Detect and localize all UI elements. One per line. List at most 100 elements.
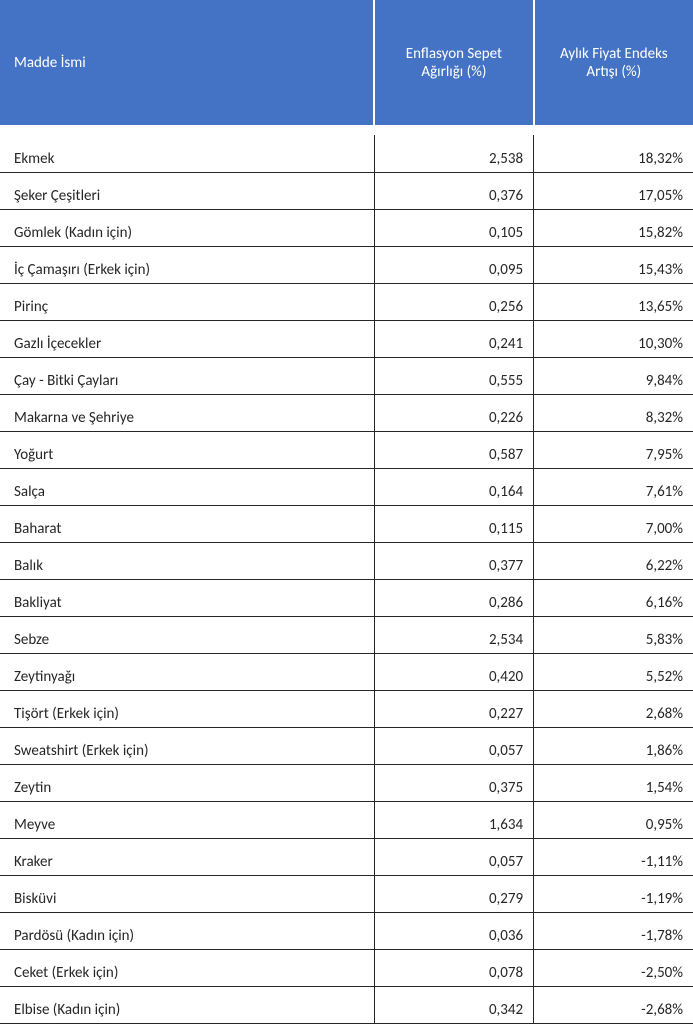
table-row: Kraker0,057-1,11% [0, 838, 693, 875]
cell-name: Pirinç [0, 283, 374, 320]
cell-weight: 0,227 [374, 690, 533, 727]
cell-change: 7,00% [534, 505, 693, 542]
cell-weight: 0,555 [374, 357, 533, 394]
cell-name: Zeytinyağı [0, 653, 374, 690]
cell-change: -1,19% [534, 875, 693, 912]
table-row: Pirinç0,25613,65% [0, 283, 693, 320]
table-row: Baharat0,1157,00% [0, 505, 693, 542]
cell-change: 6,16% [534, 579, 693, 616]
cell-name: Ceket (Erkek için) [0, 949, 374, 986]
cell-name: Tişört (Erkek için) [0, 690, 374, 727]
cell-name: Salça [0, 468, 374, 505]
col-header-name: Madde İsmi [0, 0, 374, 125]
cell-name: Çay - Bitki Çayları [0, 357, 374, 394]
table-row: Salça0,1647,61% [0, 468, 693, 505]
cell-weight: 0,279 [374, 875, 533, 912]
cell-weight: 0,164 [374, 468, 533, 505]
table-row: Sweatshirt (Erkek için)0,0571,86% [0, 727, 693, 764]
cell-weight: 0,057 [374, 838, 533, 875]
col-header-weight: Enflasyon Sepet Ağırlığı (%) [374, 0, 533, 125]
table-row: Zeytin0,3751,54% [0, 764, 693, 801]
cell-name: Gazlı İçecekler [0, 320, 374, 357]
table-body: Ekmek2,53818,32%Şeker Çeşitleri0,37617,0… [0, 125, 693, 1023]
table-row: Balık0,3776,22% [0, 542, 693, 579]
cell-name: Sweatshirt (Erkek için) [0, 727, 374, 764]
cell-weight: 0,036 [374, 912, 533, 949]
cell-name: Şeker Çeşitleri [0, 172, 374, 209]
cell-weight: 0,587 [374, 431, 533, 468]
cell-change: -1,11% [534, 838, 693, 875]
cell-change: 15,43% [534, 246, 693, 283]
cell-name: Yoğurt [0, 431, 374, 468]
cell-change: 6,22% [534, 542, 693, 579]
cell-weight: 2,538 [374, 135, 533, 172]
table-row: Bakliyat0,2866,16% [0, 579, 693, 616]
cell-name: Balık [0, 542, 374, 579]
cell-name: Sebze [0, 616, 374, 653]
table-row: Çay - Bitki Çayları0,5559,84% [0, 357, 693, 394]
cell-change: 15,82% [534, 209, 693, 246]
cell-name: Zeytin [0, 764, 374, 801]
cell-name: Bisküvi [0, 875, 374, 912]
table-row: İç Çamaşırı (Erkek için)0,09515,43% [0, 246, 693, 283]
cell-name: İç Çamaşırı (Erkek için) [0, 246, 374, 283]
cell-name: Meyve [0, 801, 374, 838]
cell-weight: 0,115 [374, 505, 533, 542]
cell-change: 0,95% [534, 801, 693, 838]
table-row: Meyve1,6340,95% [0, 801, 693, 838]
cell-weight: 0,256 [374, 283, 533, 320]
cell-weight: 0,420 [374, 653, 533, 690]
table-row: Makarna ve Şehriye0,2268,32% [0, 394, 693, 431]
table-row: Yoğurt0,5877,95% [0, 431, 693, 468]
table-row: Şeker Çeşitleri0,37617,05% [0, 172, 693, 209]
table-row: Pardösü (Kadın için)0,036-1,78% [0, 912, 693, 949]
cell-change: 1,54% [534, 764, 693, 801]
table-row: Ceket (Erkek için)0,078-2,50% [0, 949, 693, 986]
cell-name: Kraker [0, 838, 374, 875]
cell-change: -2,50% [534, 949, 693, 986]
cell-weight: 1,634 [374, 801, 533, 838]
cell-name: Pardösü (Kadın için) [0, 912, 374, 949]
cell-change: 1,86% [534, 727, 693, 764]
inflation-table: Madde İsmi Enflasyon Sepet Ağırlığı (%) … [0, 0, 693, 1024]
cell-change: 8,32% [534, 394, 693, 431]
cell-name: Gömlek (Kadın için) [0, 209, 374, 246]
cell-weight: 0,241 [374, 320, 533, 357]
table-row: Bisküvi0,279-1,19% [0, 875, 693, 912]
cell-change: 2,68% [534, 690, 693, 727]
cell-weight: 0,375 [374, 764, 533, 801]
cell-change: 17,05% [534, 172, 693, 209]
cell-name: Ekmek [0, 135, 374, 172]
cell-name: Bakliyat [0, 579, 374, 616]
table-row: Sebze2,5345,83% [0, 616, 693, 653]
table-row: Ekmek2,53818,32% [0, 135, 693, 172]
cell-weight: 2,534 [374, 616, 533, 653]
table-row: Tişört (Erkek için)0,2272,68% [0, 690, 693, 727]
table-row: Gazlı İçecekler0,24110,30% [0, 320, 693, 357]
cell-change: 5,52% [534, 653, 693, 690]
cell-change: 7,95% [534, 431, 693, 468]
cell-change: 5,83% [534, 616, 693, 653]
cell-weight: 0,342 [374, 986, 533, 1023]
cell-weight: 0,376 [374, 172, 533, 209]
table-row: Zeytinyağı0,4205,52% [0, 653, 693, 690]
cell-weight: 0,286 [374, 579, 533, 616]
cell-name: Baharat [0, 505, 374, 542]
cell-weight: 0,377 [374, 542, 533, 579]
cell-name: Elbise (Kadın için) [0, 986, 374, 1023]
table-row: Elbise (Kadın için)0,342-2,68% [0, 986, 693, 1023]
cell-weight: 0,057 [374, 727, 533, 764]
cell-change: 7,61% [534, 468, 693, 505]
cell-change: 9,84% [534, 357, 693, 394]
cell-change: 18,32% [534, 135, 693, 172]
cell-change: -2,68% [534, 986, 693, 1023]
col-header-change: Aylık Fiyat Endeks Artışı (%) [534, 0, 693, 125]
cell-weight: 0,078 [374, 949, 533, 986]
cell-weight: 0,105 [374, 209, 533, 246]
cell-change: 10,30% [534, 320, 693, 357]
cell-weight: 0,095 [374, 246, 533, 283]
table-row: Gömlek (Kadın için)0,10515,82% [0, 209, 693, 246]
table-header: Madde İsmi Enflasyon Sepet Ağırlığı (%) … [0, 0, 693, 125]
cell-change: -1,78% [534, 912, 693, 949]
cell-name: Makarna ve Şehriye [0, 394, 374, 431]
